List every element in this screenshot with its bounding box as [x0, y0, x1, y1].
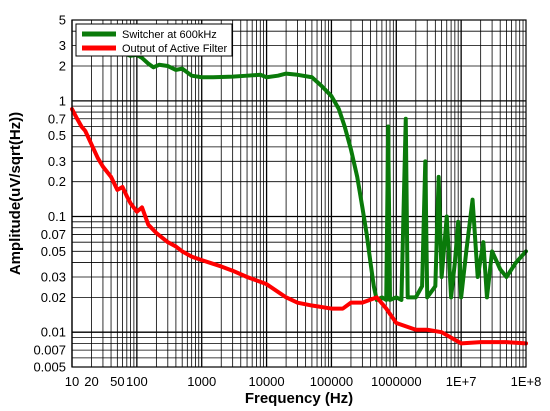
- legend-label-active-filter: Output of Active Filter: [122, 43, 227, 55]
- x-tick-label: 10: [65, 374, 79, 389]
- x-tick-label: 100000: [310, 374, 353, 389]
- x-tick-label: 1000: [187, 374, 216, 389]
- y-tick-label: 0.3: [48, 154, 66, 169]
- y-tick-label: 0.01: [41, 325, 66, 340]
- tick-labels: 10 20 50 100 1000 10000 100000 1000000 1E+7 1E+8 5…: [33, 13, 541, 390]
- y-tick-label: 0.07: [41, 227, 66, 242]
- y-tick-label: 0.02: [41, 290, 66, 305]
- x-tick-label: 10000: [248, 374, 284, 389]
- y-tick-label: 0.005: [33, 360, 66, 375]
- x-tick-label: 1000000: [371, 374, 422, 389]
- series-line-1: [70, 107, 528, 346]
- y-tick-label: 0.03: [41, 269, 66, 284]
- series-layer: [70, 50, 528, 346]
- x-axis-title: Frequency (Hz): [245, 390, 353, 407]
- plot-frame: [71, 19, 527, 368]
- y-tick-label: 0.1: [48, 209, 66, 224]
- y-axis-title: Amplitude(uV/sqrt(Hz)): [7, 112, 24, 275]
- x-tick-label: 100: [126, 374, 148, 389]
- y-tick-label: 0.7: [48, 111, 66, 126]
- y-tick-label: 3: [59, 38, 66, 53]
- y-tick-label: 2: [59, 59, 66, 74]
- y-tick-label: 0.5: [48, 128, 66, 143]
- y-tick-label: 0.05: [41, 244, 66, 259]
- y-tick-label: 1: [59, 93, 66, 108]
- x-tick-label: 20: [84, 374, 98, 389]
- x-tick-label: 1E+7: [446, 374, 477, 389]
- legend: Switcher at 600kHz Output of Active Filt…: [75, 23, 233, 57]
- x-tick-label: 1E+8: [511, 374, 542, 389]
- x-tick-label: 50: [110, 374, 124, 389]
- legend-label-switcher: Switcher at 600kHz: [122, 29, 217, 41]
- series-line-0: [120, 50, 528, 302]
- legend-box: [75, 23, 233, 57]
- y-tick-label: 0.2: [48, 174, 66, 189]
- y-tick-label: 5: [59, 13, 66, 28]
- y-tick-label: 0.007: [33, 343, 66, 358]
- grid: [71, 19, 526, 368]
